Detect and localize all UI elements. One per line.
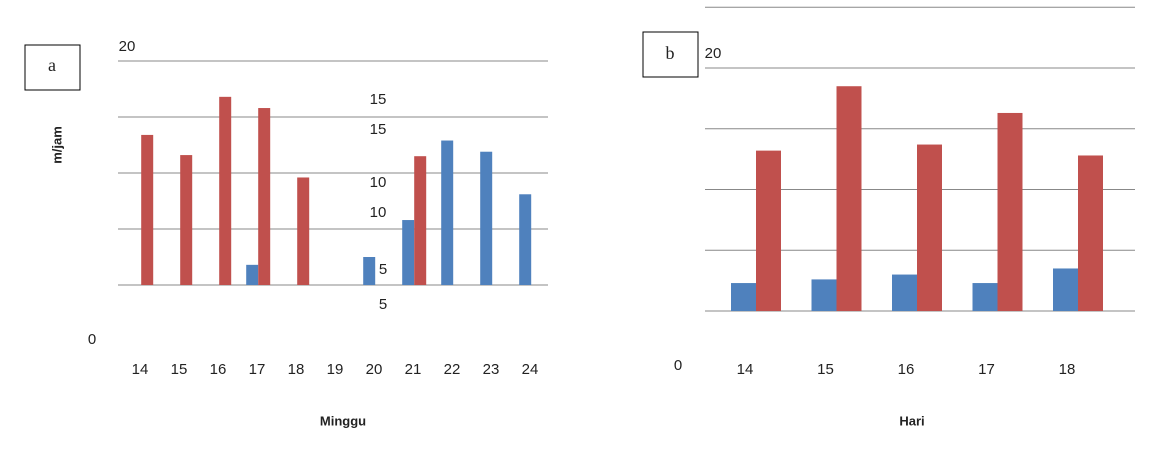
annotation: 10: [370, 204, 387, 221]
bar: [756, 150, 781, 311]
bar: [917, 144, 942, 311]
y-tick-label: 0: [88, 331, 96, 348]
bar: [246, 264, 259, 285]
x-axis-title: Minggu: [320, 413, 366, 428]
annotation: 5: [379, 261, 387, 278]
bar: [480, 151, 493, 285]
bar: [836, 86, 862, 311]
bar: [414, 156, 427, 285]
x-tick-label: 21: [405, 361, 422, 378]
panel-label: b: [666, 43, 675, 63]
x-tick-label: 17: [249, 361, 266, 378]
bar: [997, 112, 1023, 311]
annotation: 10: [370, 174, 387, 191]
bar: [1078, 155, 1103, 311]
annotation: 5: [379, 296, 387, 313]
x-tick-label: 18: [288, 361, 305, 378]
bar: [363, 257, 376, 285]
bar: [731, 283, 756, 311]
x-axis-title: Hari: [899, 413, 924, 428]
x-tick-label: 14: [132, 361, 149, 378]
bar: [402, 220, 415, 285]
x-tick-label: 15: [817, 361, 834, 378]
y-tick-label: 20: [119, 38, 136, 55]
bar: [219, 96, 232, 285]
bar: [180, 155, 193, 285]
x-tick-label: 18: [1059, 361, 1076, 378]
x-tick-label: 14: [737, 361, 754, 378]
bar: [441, 140, 454, 285]
y-tick-label: 0: [674, 357, 682, 374]
bar: [972, 283, 998, 311]
bar: [892, 274, 917, 311]
x-tick-label: 20: [366, 361, 383, 378]
x-tick-label: 24: [522, 361, 539, 378]
annotation: 15: [370, 121, 387, 138]
x-tick-label: 16: [898, 361, 915, 378]
x-tick-label: 16: [210, 361, 227, 378]
panel-box: [24, 44, 81, 91]
y-tick-label: 20: [705, 45, 722, 62]
y-axis-title: m/jam: [49, 126, 64, 164]
bar: [141, 134, 154, 285]
bar: [297, 177, 310, 285]
bar: [811, 279, 837, 311]
bar: [258, 108, 271, 285]
x-tick-label: 22: [444, 361, 461, 378]
bar: [519, 194, 532, 285]
x-tick-label: 23: [483, 361, 500, 378]
x-tick-label: 15: [171, 361, 188, 378]
x-tick-label: 19: [327, 361, 344, 378]
annotation: 15: [370, 91, 387, 108]
bar: [1053, 268, 1078, 311]
x-tick-label: 17: [978, 361, 995, 378]
panel-label: a: [48, 55, 56, 75]
panel-box: [642, 31, 699, 78]
